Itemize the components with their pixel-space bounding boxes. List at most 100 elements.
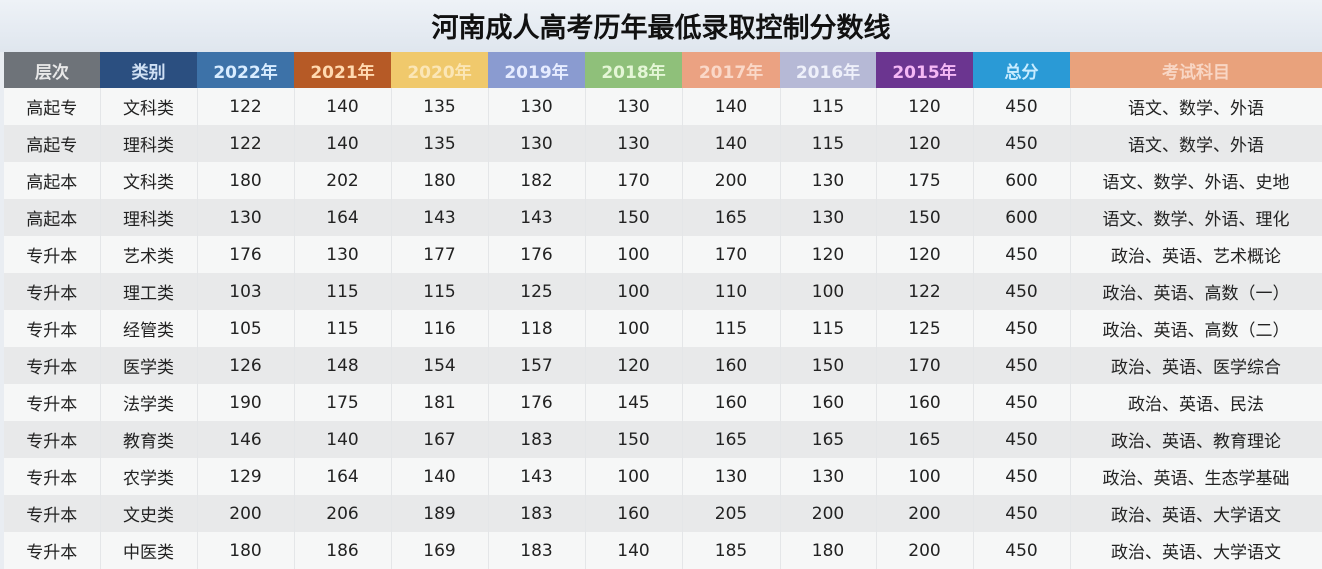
table-cell: 100 [876,458,974,495]
table-cell: 专升本 [4,421,101,458]
table-cell: 450 [973,88,1071,125]
table-cell: 政治、英语、高数（一） [1070,273,1322,310]
table-cell: 高起本 [4,199,101,236]
table-cell: 176 [197,236,295,273]
table-cell: 183 [488,495,586,532]
table-row: 专升本 中医类 180 186 169 183 140 185 180 200 450 政治、英语、大… [4,532,1322,569]
table-row: 专升本 农学类 129 164 140 143 100 130 130 100 450 政治、英语、生… [4,458,1322,495]
table-cell: 116 [391,310,489,347]
column-header: 层次 [4,52,100,88]
table-cell: 122 [197,88,295,125]
column-header: 2022年 [197,52,294,88]
table-cell: 专升本 [4,236,101,273]
table-cell: 140 [585,532,683,569]
table-cell: 183 [488,532,586,569]
table-cell: 理科类 [100,199,198,236]
table-cell: 200 [876,532,974,569]
table-cell: 200 [197,495,295,532]
table-cell: 120 [876,88,974,125]
table-row: 专升本 艺术类 176 130 177 176 100 170 120 120 450 政治、英语、艺… [4,236,1322,273]
table-cell: 120 [876,236,974,273]
table-cell: 教育类 [100,421,198,458]
table-cell: 143 [488,458,586,495]
table-cell: 180 [391,162,489,199]
column-header: 2021年 [294,52,391,88]
table-cell: 176 [488,236,586,273]
table-cell: 170 [876,347,974,384]
table-cell: 专升本 [4,384,101,421]
table-cell: 181 [391,384,489,421]
table-cell: 129 [197,458,295,495]
column-header: 2016年 [780,52,876,88]
table-cell: 115 [682,310,781,347]
table-row: 高起本 理科类 130 164 143 143 150 165 130 150 600 语文、数学、外… [4,199,1322,236]
table-cell: 140 [391,458,489,495]
table-cell: 政治、英语、教育理论 [1070,421,1322,458]
table-cell: 164 [294,199,392,236]
table-cell: 165 [682,421,781,458]
table-cell: 125 [876,310,974,347]
table-cell: 180 [780,532,877,569]
table-cell: 120 [876,125,974,162]
table-cell: 115 [391,273,489,310]
table-row: 高起专 理科类 122 140 135 130 130 140 115 120 450 语文、数学、外… [4,125,1322,162]
table-cell: 100 [585,310,683,347]
table-cell: 165 [876,421,974,458]
table-cell: 143 [488,199,586,236]
table-cell: 450 [973,236,1071,273]
table-cell: 文史类 [100,495,198,532]
table-cell: 经管类 [100,310,198,347]
table-cell: 600 [973,162,1071,199]
table-cell: 150 [585,421,683,458]
table-cell: 130 [488,125,586,162]
table-cell: 文科类 [100,88,198,125]
column-header: 2015年 [876,52,973,88]
table-cell: 165 [682,199,781,236]
table-cell: 理工类 [100,273,198,310]
table-cell: 160 [780,384,877,421]
table-cell: 专升本 [4,458,101,495]
table-cell: 160 [876,384,974,421]
page-title: 河南成人高考历年最低录取控制分数线 [0,0,1322,52]
table-cell: 135 [391,125,489,162]
table-cell: 农学类 [100,458,198,495]
table-cell: 130 [197,199,295,236]
table-row: 专升本 理工类 103 115 115 125 100 110 100 122 450 政治、英语、高… [4,273,1322,310]
table-cell: 医学类 [100,347,198,384]
table-cell: 政治、英语、艺术概论 [1070,236,1322,273]
table-row: 专升本 法学类 190 175 181 176 145 160 160 160 450 政治、英语、民… [4,384,1322,421]
table-cell: 185 [682,532,781,569]
table-cell: 186 [294,532,392,569]
table-cell: 140 [294,421,392,458]
table-cell: 高起专 [4,125,101,162]
table-cell: 专升本 [4,273,101,310]
table-cell: 146 [197,421,295,458]
table-cell: 170 [682,236,781,273]
table-cell: 122 [197,125,295,162]
table-cell: 450 [973,458,1071,495]
table-cell: 165 [780,421,877,458]
table-cell: 450 [973,125,1071,162]
table-cell: 140 [682,88,781,125]
table-cell: 法学类 [100,384,198,421]
table-cell: 177 [391,236,489,273]
table-cell: 120 [585,347,683,384]
table-cell: 130 [780,162,877,199]
table-cell: 政治、英语、大学语文 [1070,495,1322,532]
table-cell: 205 [682,495,781,532]
table-cell: 政治、英语、大学语文 [1070,532,1322,569]
table-cell: 450 [973,384,1071,421]
header-row: 层次 类别 2022年 2021年 2020年 2019年 2018年 2017年 2016年 2… [4,52,1322,88]
table-cell: 政治、英语、生态学基础 [1070,458,1322,495]
table-cell: 专升本 [4,495,101,532]
table-cell: 140 [294,88,392,125]
table-cell: 170 [585,162,683,199]
table-cell: 600 [973,199,1071,236]
table-cell: 130 [585,125,683,162]
column-header: 2020年 [391,52,488,88]
table-cell: 135 [391,88,489,125]
table-row: 高起本 文科类 180 202 180 182 170 200 130 175 600 语文、数学、外… [4,162,1322,199]
table-cell: 126 [197,347,295,384]
table-cell: 政治、英语、高数（二） [1070,310,1322,347]
table-cell: 189 [391,495,489,532]
